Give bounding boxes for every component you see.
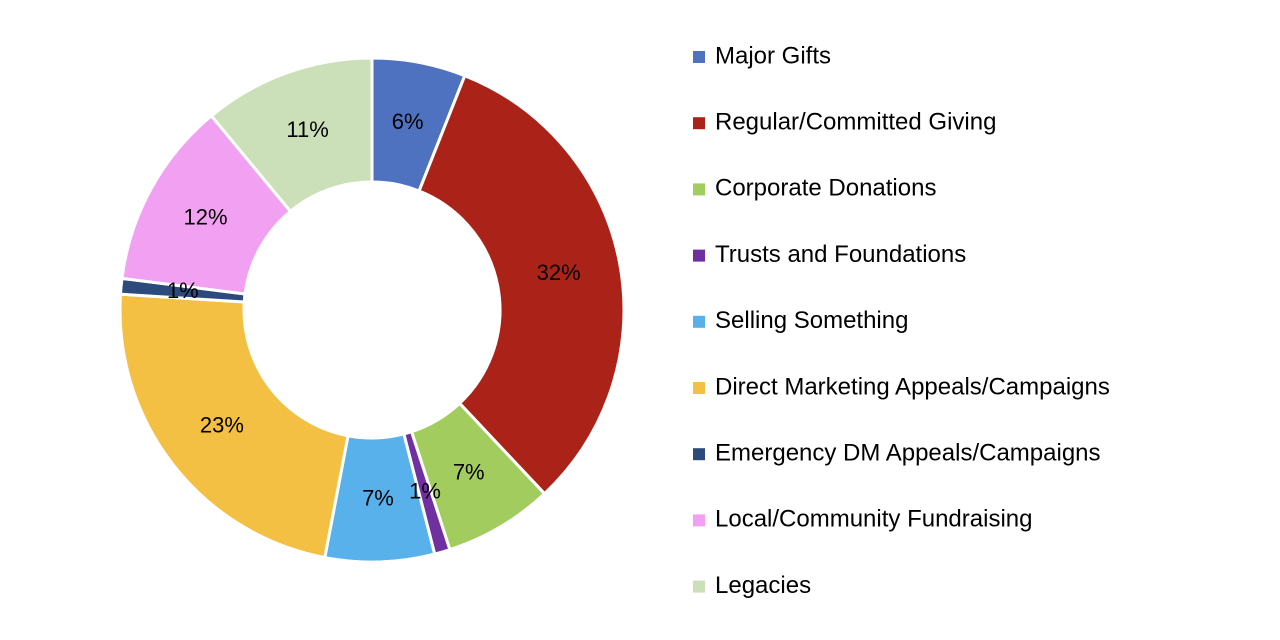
legend-label: Selling Something: [715, 307, 908, 334]
slice: [209, 56, 374, 214]
legend-swatch: [693, 315, 705, 328]
legend-label: Trusts and Foundations: [715, 241, 966, 268]
legend-label: Direct Marketing Appeals/Campaigns: [715, 373, 1110, 400]
legend-label: Regular/Committed Giving: [715, 109, 996, 136]
legend-label: Major Gifts: [715, 42, 831, 69]
data-label: 12%: [183, 204, 227, 229]
legend-swatch: [693, 580, 705, 593]
legend-swatch: [693, 51, 705, 63]
data-label: 7%: [362, 486, 394, 511]
legend-label: Local/Community Fundraising: [715, 506, 1032, 533]
data-label: 1%: [167, 278, 199, 303]
legend-swatch: [693, 448, 705, 461]
data-label: 6%: [392, 109, 424, 134]
data-label: 23%: [200, 412, 244, 437]
legend-swatch: [693, 249, 705, 262]
data-label: 11%: [286, 117, 328, 142]
legend-swatch: [693, 382, 705, 394]
data-label: 32%: [537, 260, 581, 285]
legend-label: Legacies: [715, 572, 811, 599]
legend-swatch: [693, 183, 705, 196]
legend-swatch: [693, 514, 705, 527]
legend-label: Emergency DM Appeals/Campaigns: [715, 440, 1101, 467]
slice: [417, 73, 626, 496]
data-label: 7%: [453, 459, 485, 484]
slice: [118, 292, 350, 560]
legend-swatch: [693, 117, 705, 130]
data-label: 1%: [409, 478, 441, 503]
legend-label: Corporate Donations: [715, 175, 936, 202]
